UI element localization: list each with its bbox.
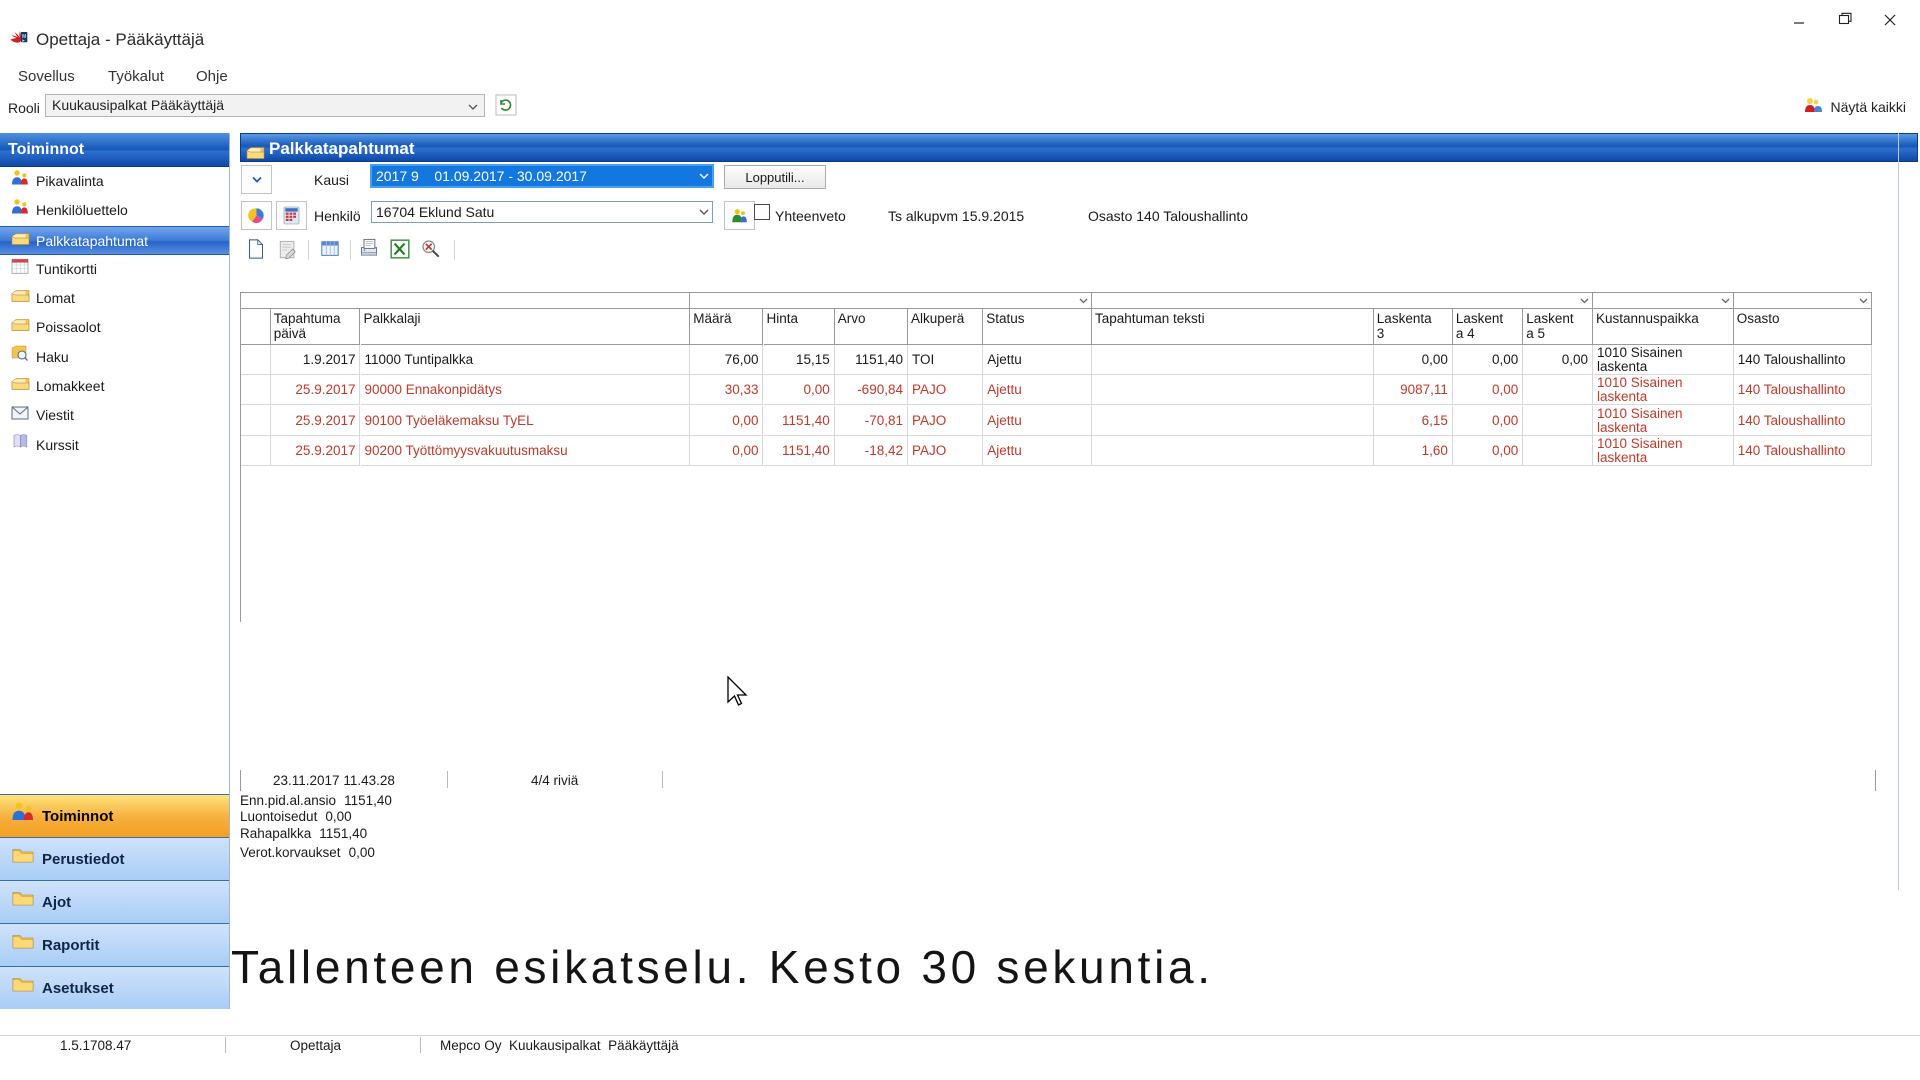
svg-text:M: M (22, 34, 26, 40)
